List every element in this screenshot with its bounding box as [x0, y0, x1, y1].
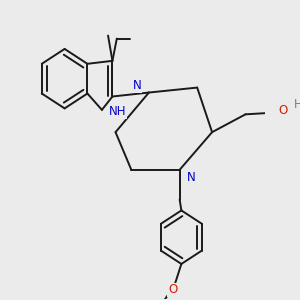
Text: O: O: [168, 283, 177, 296]
Text: H: H: [294, 98, 300, 111]
Text: O: O: [279, 104, 288, 117]
Text: NH: NH: [109, 105, 127, 119]
Text: N: N: [133, 79, 142, 92]
Text: N: N: [187, 171, 195, 184]
